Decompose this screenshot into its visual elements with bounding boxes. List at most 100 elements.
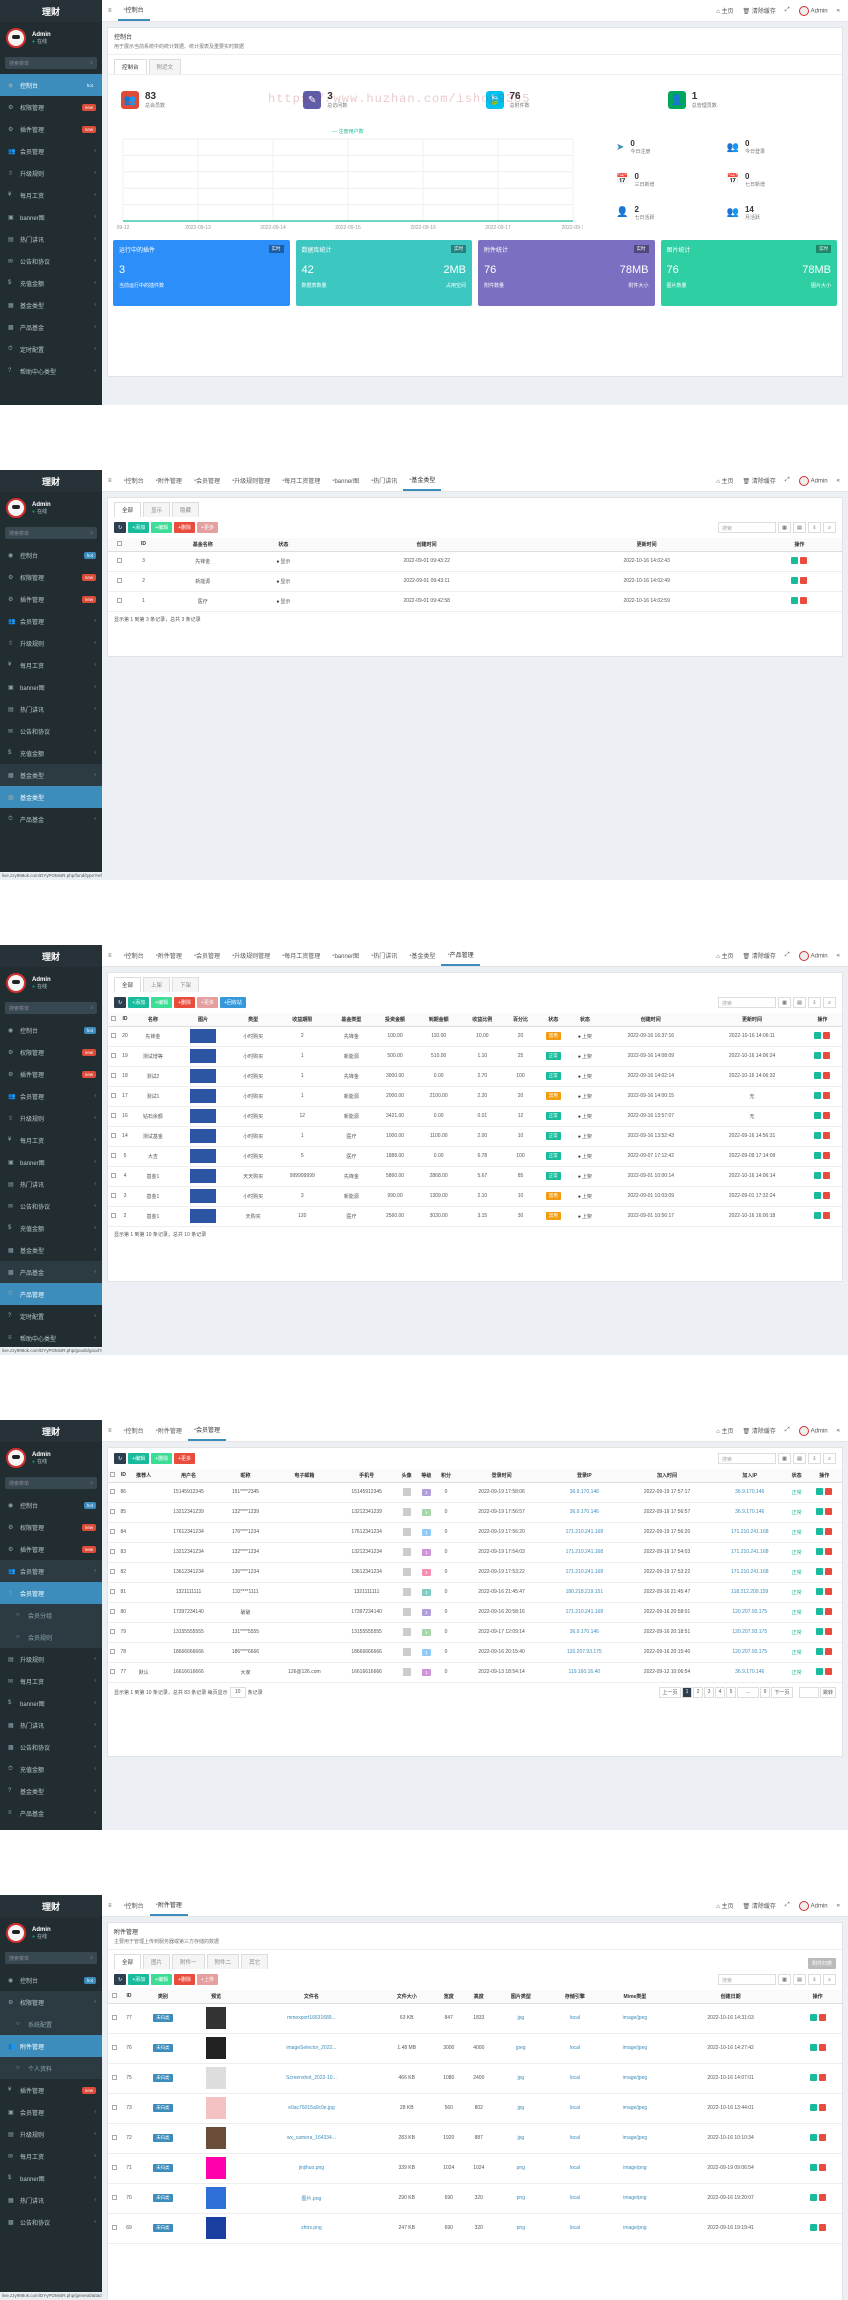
- nav-tab[interactable]: ▪ 附件管理: [149, 1895, 188, 1916]
- row-select[interactable]: [108, 2033, 122, 2064]
- home-link[interactable]: ⌂ 主页: [716, 476, 733, 485]
- clear-cache-link[interactable]: 🗑 清除缓存: [743, 951, 776, 960]
- edit-icon[interactable]: [809, 2013, 817, 2021]
- checkbox[interactable]: [110, 1172, 116, 1178]
- sidebar-item[interactable]: ◉ 控制台 hot: [0, 74, 102, 96]
- delete-icon[interactable]: [823, 1111, 831, 1119]
- sidebar-item[interactable]: ○ 会员分组: [0, 1604, 102, 1626]
- toolbar-button[interactable]: + 上传: [197, 1974, 218, 1985]
- delete-icon[interactable]: [823, 1191, 831, 1199]
- nav-tab[interactable]: ▪ 控制台: [118, 1895, 150, 1916]
- delete-icon[interactable]: [825, 1607, 833, 1615]
- nav-tab[interactable]: ▪ 热门讲讯: [365, 945, 403, 966]
- goto-button[interactable]: 跳转: [820, 1686, 836, 1698]
- sidebar-search-input[interactable]: 搜索菜单 ⌕: [5, 1477, 97, 1489]
- checkbox[interactable]: [110, 1508, 116, 1514]
- delete-icon[interactable]: [800, 596, 808, 604]
- toolbar-button[interactable]: + 删除: [151, 1453, 173, 1464]
- column-header[interactable]: Mime类型: [601, 1990, 668, 2004]
- fullscreen-icon[interactable]: ⤢: [784, 1902, 790, 1908]
- nav-tab[interactable]: ▪ banner图: [326, 945, 365, 966]
- column-header[interactable]: 文件名: [243, 1990, 380, 2004]
- clear-cache-link[interactable]: 🗑 清除缓存: [743, 476, 776, 485]
- sidebar-item[interactable]: 👥 会员管理 ‹: [0, 140, 102, 162]
- delete-icon[interactable]: [818, 2133, 826, 2141]
- column-header[interactable]: 昵称: [218, 1469, 273, 1483]
- edit-icon[interactable]: [816, 1527, 824, 1535]
- toolbar-button[interactable]: + 删除: [174, 1974, 196, 1985]
- sidebar-item[interactable]: ¥ 每月工资 ‹: [0, 654, 102, 676]
- panel-tab[interactable]: 其它: [241, 1954, 269, 1969]
- home-link[interactable]: ⌂ 主页: [716, 1901, 733, 1910]
- panel-tab[interactable]: 附件二: [206, 1954, 240, 1969]
- nav-tab[interactable]: ▪ 附件管理: [150, 945, 188, 966]
- search-icon[interactable]: ⌕: [823, 997, 836, 1008]
- checkbox[interactable]: [112, 1992, 118, 1998]
- delete-icon[interactable]: [823, 1091, 831, 1099]
- row-select[interactable]: [108, 1186, 119, 1207]
- panel-tab[interactable]: 下架: [172, 977, 200, 992]
- edit-icon[interactable]: [791, 576, 799, 584]
- delete-icon[interactable]: [823, 1131, 831, 1139]
- sidebar-item[interactable]: ▤ 热门讲讯 ‹: [0, 698, 102, 720]
- toggle-view-icon[interactable]: ▦: [778, 522, 791, 533]
- sidebar-search-input[interactable]: 搜索菜单 ⌕: [5, 1002, 97, 1014]
- sidebar-item[interactable]: $ banner图 ‹: [0, 1692, 102, 1714]
- sidebar-item[interactable]: ⏱ 定时配置 ‹: [0, 338, 102, 360]
- refresh-button[interactable]: ↻: [114, 1974, 127, 1985]
- checkbox[interactable]: [110, 1132, 116, 1138]
- sidebar-item[interactable]: ⇧ 升级规则 ‹: [0, 162, 102, 184]
- toolbar-button[interactable]: + 删除: [174, 997, 196, 1008]
- sidebar-item[interactable]: ? 帮助中心类型 ‹: [0, 360, 102, 382]
- edit-icon[interactable]: [816, 1487, 824, 1495]
- sidebar-item[interactable]: ✉ 每月工资 ‹: [0, 1670, 102, 1692]
- sidebar-item[interactable]: ✉ 公告和协议 ‹: [0, 250, 102, 272]
- column-header[interactable]: 名称: [131, 1013, 175, 1027]
- sidebar-item[interactable]: ✉ 公告和协议 ‹: [0, 1195, 102, 1217]
- column-header[interactable]: 更新时间: [701, 1013, 803, 1027]
- nav-tab[interactable]: ▪ 控制台: [118, 945, 150, 966]
- delete-icon[interactable]: [823, 1071, 831, 1079]
- column-header[interactable]: 图片类型: [493, 1990, 548, 2004]
- column-header[interactable]: 创建日期: [667, 1990, 794, 2004]
- delete-icon[interactable]: [800, 576, 808, 584]
- edit-icon[interactable]: [816, 1607, 824, 1615]
- checkbox[interactable]: [110, 1112, 116, 1118]
- edit-icon[interactable]: [816, 1567, 824, 1575]
- sidebar-item[interactable]: ▤ 升级规则 ‹: [0, 1648, 102, 1670]
- toggle-view-icon[interactable]: ▦: [778, 1453, 791, 1464]
- export-icon[interactable]: ⇩: [808, 997, 821, 1008]
- sidebar-item[interactable]: ⚙ 插件管理 new: [0, 118, 102, 140]
- row-select[interactable]: [108, 1146, 119, 1167]
- settings-icon[interactable]: «: [836, 7, 840, 14]
- column-header[interactable]: 到期金额: [416, 1013, 461, 1027]
- column-header[interactable]: 状态: [786, 1469, 807, 1483]
- sidebar-item[interactable]: ▣ banner图 ‹: [0, 206, 102, 228]
- column-header[interactable]: 操作: [756, 538, 842, 552]
- nav-tab[interactable]: ▪ 基金类型: [403, 470, 442, 491]
- edit-icon[interactable]: [809, 2043, 817, 2051]
- toggle-view-icon[interactable]: ▦: [778, 997, 791, 1008]
- checkbox[interactable]: [110, 1152, 116, 1158]
- column-header[interactable]: 创建时间: [316, 538, 537, 552]
- nav-tab[interactable]: ▪ banner图: [326, 470, 365, 491]
- delete-icon[interactable]: [825, 1507, 833, 1515]
- row-select[interactable]: [108, 1602, 118, 1623]
- settings-icon[interactable]: «: [836, 1902, 840, 1909]
- column-header[interactable]: 预览: [189, 1990, 244, 2004]
- pagination-item[interactable]: ...: [737, 1686, 759, 1698]
- delete-icon[interactable]: [818, 2163, 826, 2171]
- checkbox[interactable]: [110, 1092, 116, 1098]
- sidebar-item[interactable]: ○ 个人资料: [0, 2057, 102, 2079]
- column-header[interactable]: ID: [118, 1013, 132, 1027]
- column-header[interactable]: 状态: [569, 1013, 601, 1027]
- checkbox[interactable]: [110, 1488, 116, 1494]
- column-header[interactable]: ID: [131, 538, 156, 552]
- column-header[interactable]: 类型: [231, 1013, 275, 1027]
- row-select[interactable]: [108, 1086, 119, 1107]
- search-input[interactable]: 搜索: [718, 1453, 776, 1464]
- row-select[interactable]: [108, 2003, 122, 2034]
- sidebar-item[interactable]: ⏱ 充值金额 ‹: [0, 1758, 102, 1780]
- sidebar-item[interactable]: ○ 会员规则: [0, 1626, 102, 1648]
- delete-icon[interactable]: [825, 1567, 833, 1575]
